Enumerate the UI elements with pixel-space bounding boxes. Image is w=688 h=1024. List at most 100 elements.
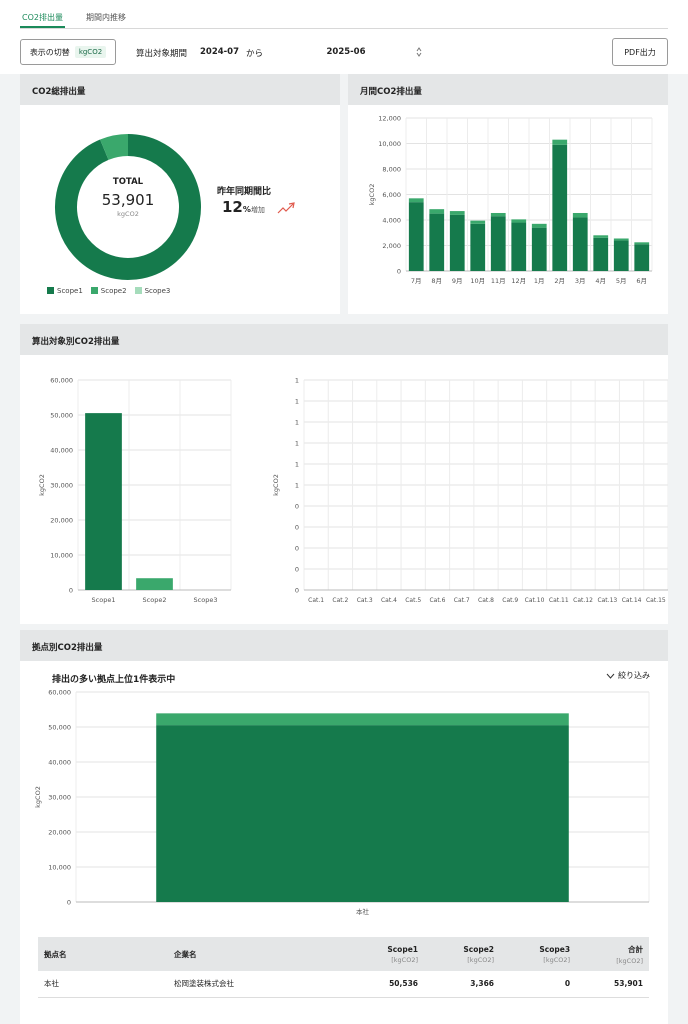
x-tick-label: Cat.8 xyxy=(478,597,494,604)
x-tick-label: 10月 xyxy=(470,277,485,285)
y-tick-label: 50,000 xyxy=(50,412,73,420)
col-company: 企業名 xyxy=(168,937,348,971)
total-value: 53,901 xyxy=(101,191,155,209)
bar-2月 xyxy=(552,144,568,271)
scope-emissions-header: 算出対象別CO2排出量 xyxy=(20,324,668,355)
period-start-field[interactable]: 2024-07 xyxy=(200,47,240,57)
bar-7月 xyxy=(408,198,424,203)
x-tick-label: 8月 xyxy=(431,277,442,285)
x-tick-label: 2月 xyxy=(554,277,565,285)
bar-Scope2 xyxy=(136,578,173,590)
y-tick-label: 10,000 xyxy=(50,552,73,560)
site-emissions-title: 拠点別CO2排出量 xyxy=(32,643,103,653)
bar-5月 xyxy=(613,240,629,271)
bar-12月 xyxy=(511,222,527,271)
bar-Scope1 xyxy=(85,413,122,590)
col-scope1: Scope1 [kgCO2] xyxy=(348,937,425,971)
cell-scope3: 0 xyxy=(500,971,577,998)
col-scope2: Scope2 [kgCO2] xyxy=(424,937,501,971)
y-tick-label: 20,000 xyxy=(50,517,73,525)
legend-scope2: Scope2 xyxy=(90,287,127,295)
x-tick-label: 1月 xyxy=(534,277,545,285)
donut-center: TOTAL 53,901 kgCO2 xyxy=(78,177,178,218)
scope-emissions-card: 算出対象別CO2排出量 0 10,000 20,000 30,000 40,000 50,… xyxy=(20,324,668,624)
x-tick-label: Cat.15 xyxy=(646,597,666,604)
bar-10月 xyxy=(470,223,486,271)
x-tick-label: Cat.10 xyxy=(525,597,545,604)
toolbar: 表示の切替 kgCO2 算出対象期間 2024-07 から 2025-06 PD… xyxy=(0,30,688,74)
tab-bar: CO2排出量 期間内推移 xyxy=(0,0,688,30)
y-tick-label: 0 xyxy=(295,503,299,511)
monthly-emissions-card: 月間CO2排出量 0 2,000 4,000 6,000 8,000 10,000 12,0… xyxy=(348,74,668,314)
scope-donut-chart xyxy=(55,134,201,280)
tab-period-trend[interactable]: 期間内推移 xyxy=(86,13,126,22)
pdf-export-button[interactable]: PDF出力 xyxy=(612,38,668,66)
x-tick-label: 7月 xyxy=(411,277,422,285)
spinner-icon[interactable] xyxy=(416,47,422,57)
cell-company: 松岡塗装株式会社 xyxy=(168,971,348,998)
y-tick-label: 40,000 xyxy=(48,759,71,767)
y-tick-label: 2,000 xyxy=(382,242,401,250)
bar-11月 xyxy=(490,212,506,217)
col-site-name: 拠点名 xyxy=(38,937,168,971)
unit-badge: kgCO2 xyxy=(74,46,107,58)
bar-4月 xyxy=(593,235,609,238)
y-tick-label: 1 xyxy=(295,377,299,385)
yoy-text: 増加 xyxy=(250,206,265,214)
display-toggle-button[interactable]: 表示の切替 kgCO2 xyxy=(20,39,116,65)
yoy-block: 12%増加 xyxy=(222,198,265,216)
bar-1月 xyxy=(531,227,547,271)
category-bar-chart: 0 0 0 0 0 1 1 1 1 1 1 kgCO2 Cat.1 Cat.2 Cat.3 Cat.4 Cat.… xyxy=(272,377,668,604)
x-tick-label: 3月 xyxy=(575,277,586,285)
y-tick-label: 6,000 xyxy=(382,191,401,199)
bar-11月 xyxy=(490,216,506,271)
bar-8月 xyxy=(429,209,445,214)
total-emissions-title: CO2総排出量 xyxy=(32,87,86,97)
y-tick-label: 1 xyxy=(295,419,299,427)
y-tick-label: 1 xyxy=(295,461,299,469)
legend-scope3: Scope3 xyxy=(134,287,170,295)
x-tick-label: Cat.14 xyxy=(622,597,642,604)
x-tick-label: 11月 xyxy=(491,277,506,285)
site-emissions-header: 拠点別CO2排出量 xyxy=(20,630,668,661)
x-tick-label: Scope3 xyxy=(194,596,218,604)
x-tick-label: 12月 xyxy=(511,277,526,285)
pdf-export-label: PDF出力 xyxy=(624,47,656,57)
x-tick-label: Cat.9 xyxy=(502,597,518,604)
yoy-value: 12 xyxy=(222,198,243,216)
scope-bar-chart: 0 10,000 20,000 30,000 40,000 50,000 60,000 kgC… xyxy=(38,377,232,604)
filter-button[interactable]: 絞り込み xyxy=(606,670,650,681)
y-axis-label: kgCO2 xyxy=(34,786,42,808)
y-tick-label: 4,000 xyxy=(382,217,401,225)
y-tick-label: 30,000 xyxy=(50,482,73,490)
filter-label: 絞り込み xyxy=(618,671,650,680)
bar-2月 xyxy=(552,139,568,145)
chevron-down-icon xyxy=(606,673,615,679)
bar-本社 xyxy=(156,725,569,902)
y-tick-label: 20,000 xyxy=(48,829,71,837)
y-axis-label: kgCO2 xyxy=(272,474,280,496)
from-label: から xyxy=(246,49,264,59)
site-bar-chart: 0 10,000 20,000 30,000 40,000 50,000 60,000 kgC… xyxy=(34,689,650,916)
x-tick-label: Scope2 xyxy=(143,596,167,604)
total-emissions-header: CO2総排出量 xyxy=(20,74,340,105)
y-tick-label: 0 xyxy=(295,545,299,553)
x-tick-label: 本社 xyxy=(356,907,370,916)
total-label: TOTAL xyxy=(112,177,144,187)
monthly-bar-chart: 0 2,000 4,000 6,000 8,000 10,000 12,000 kgCO2 7月… xyxy=(368,115,653,285)
x-tick-label: Cat.4 xyxy=(381,597,397,604)
x-tick-label: Cat.11 xyxy=(549,597,569,604)
period-end-field[interactable]: 2025-06 xyxy=(273,41,419,63)
donut-slice-scope1 xyxy=(55,134,201,280)
display-toggle-label: 表示の切替 xyxy=(29,47,70,57)
y-tick-label: 0 xyxy=(295,587,299,595)
tab-co2-emissions[interactable]: CO2排出量 xyxy=(20,13,65,28)
y-tick-label: 60,000 xyxy=(48,689,71,697)
col-total: 合計 [kgCO2] xyxy=(576,937,649,971)
scope-legend: Scope1 Scope2 Scope3 xyxy=(47,287,170,295)
x-tick-label: Cat.3 xyxy=(357,597,373,604)
table-row: 本社 松岡塗装株式会社 50,536 3,366 0 53,901 xyxy=(38,971,649,998)
bar-1月 xyxy=(531,223,547,228)
y-tick-label: 0 xyxy=(69,587,73,595)
tab-divider xyxy=(20,28,668,29)
